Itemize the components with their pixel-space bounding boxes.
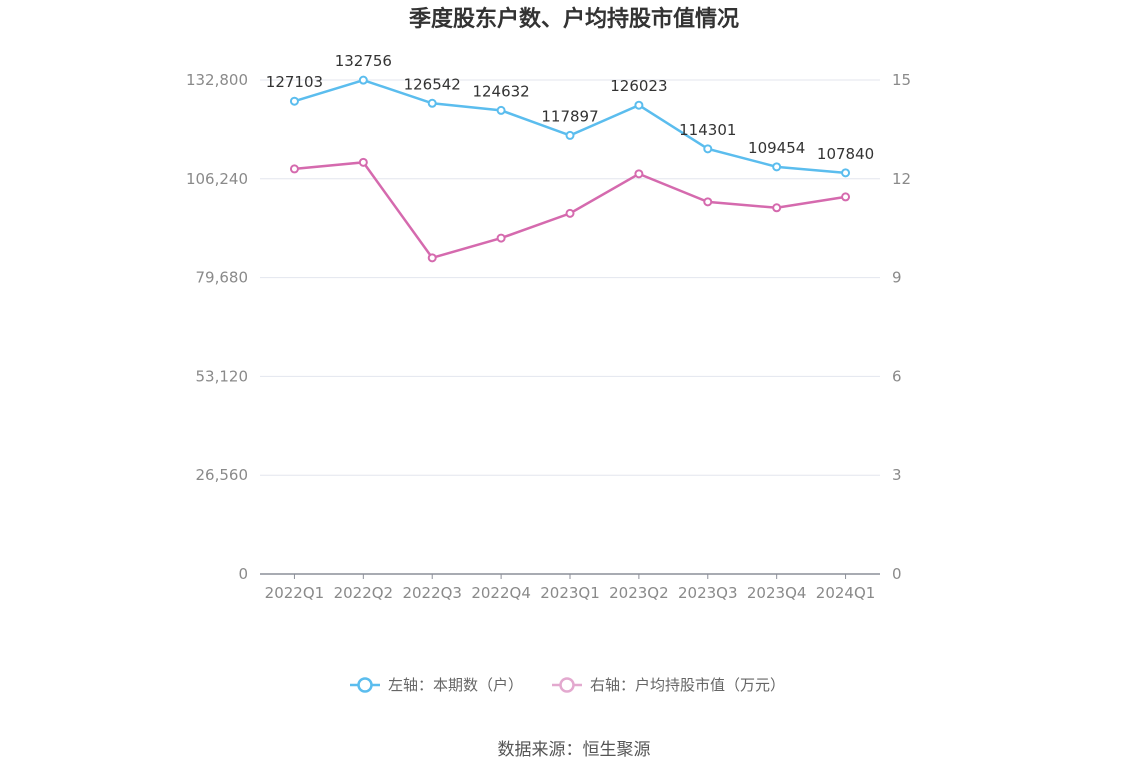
right-axis-ticks: 0 3 6 9 12 15 xyxy=(892,71,911,583)
data-point xyxy=(358,75,368,85)
data-point xyxy=(841,168,851,178)
left-tick-label: 79,680 xyxy=(196,269,249,287)
right-tick-label: 9 xyxy=(892,269,902,287)
right-tick-label: 12 xyxy=(892,170,911,188)
legend-item-shareholder-count: 左轴：本期数（户） xyxy=(350,676,523,694)
data-label: 114301 xyxy=(679,121,736,139)
x-tick-label: 2022Q1 xyxy=(265,584,325,602)
right-tick-label: 6 xyxy=(892,367,902,385)
data-point xyxy=(289,164,299,174)
series-line xyxy=(294,78,846,175)
data-point xyxy=(496,233,506,243)
x-tick-label: 2023Q4 xyxy=(747,584,807,602)
data-point xyxy=(841,192,851,202)
data-point xyxy=(358,157,368,167)
data-label: 117897 xyxy=(541,107,598,125)
x-tick-label: 2023Q3 xyxy=(678,584,738,602)
left-tick-label: 132,800 xyxy=(186,71,248,89)
x-tick-label: 2022Q4 xyxy=(471,584,531,602)
left-tick-label: 0 xyxy=(238,565,248,583)
x-tick-label: 2023Q1 xyxy=(540,584,600,602)
data-label: 124632 xyxy=(472,82,529,100)
data-point xyxy=(772,162,782,172)
legend-label: 右轴：户均持股市值（万元） xyxy=(590,676,785,694)
series-avg-holding-value xyxy=(289,157,851,263)
x-tick-label: 2024Q1 xyxy=(816,584,876,602)
data-point xyxy=(703,144,713,154)
data-point xyxy=(496,105,506,115)
left-axis-ticks: 0 26,560 53,120 79,680 106,240 132,800 xyxy=(186,71,248,583)
x-tick-label: 2023Q2 xyxy=(609,584,669,602)
data-point xyxy=(634,100,644,110)
right-tick-label: 0 xyxy=(892,565,902,583)
data-point xyxy=(772,203,782,213)
data-label: 126542 xyxy=(404,75,461,93)
data-point xyxy=(703,197,713,207)
source-note: 数据来源：恒生聚源 xyxy=(498,740,651,760)
data-point xyxy=(634,169,644,179)
data-label: 132756 xyxy=(335,52,392,70)
data-label: 107840 xyxy=(817,145,874,163)
left-tick-label: 106,240 xyxy=(186,170,248,188)
data-point xyxy=(565,130,575,140)
data-point xyxy=(427,98,437,108)
data-label: 127103 xyxy=(266,73,323,91)
right-tick-label: 3 xyxy=(892,466,902,484)
left-tick-label: 53,120 xyxy=(196,367,249,385)
data-point xyxy=(565,208,575,218)
legend-marker xyxy=(357,677,373,693)
x-tick-label: 2022Q3 xyxy=(402,584,462,602)
chart-title: 季度股东户数、户均持股市值情况 xyxy=(409,6,739,32)
series-shareholder-count: 127103 132756 126542 124632 117897 126023 1143… xyxy=(266,52,874,178)
legend: 左轴：本期数（户） 右轴：户均持股市值（万元） xyxy=(350,676,785,694)
legend-item-avg-holding-value: 右轴：户均持股市值（万元） xyxy=(552,676,785,694)
x-tick-label: 2022Q2 xyxy=(334,584,394,602)
left-tick-label: 26,560 xyxy=(196,466,249,484)
series-layer: 127103 132756 126542 124632 117897 126023 1143… xyxy=(266,52,874,263)
legend-marker xyxy=(559,677,575,693)
data-label: 126023 xyxy=(610,77,667,95)
legend-label: 左轴：本期数（户） xyxy=(388,676,523,694)
data-label: 109454 xyxy=(748,139,805,157)
data-point xyxy=(289,96,299,106)
data-point xyxy=(427,253,437,263)
x-axis-ticks: 2022Q1 2022Q2 2022Q3 2022Q4 2023Q1 2023Q2 2023… xyxy=(265,574,876,602)
right-tick-label: 15 xyxy=(892,71,911,89)
